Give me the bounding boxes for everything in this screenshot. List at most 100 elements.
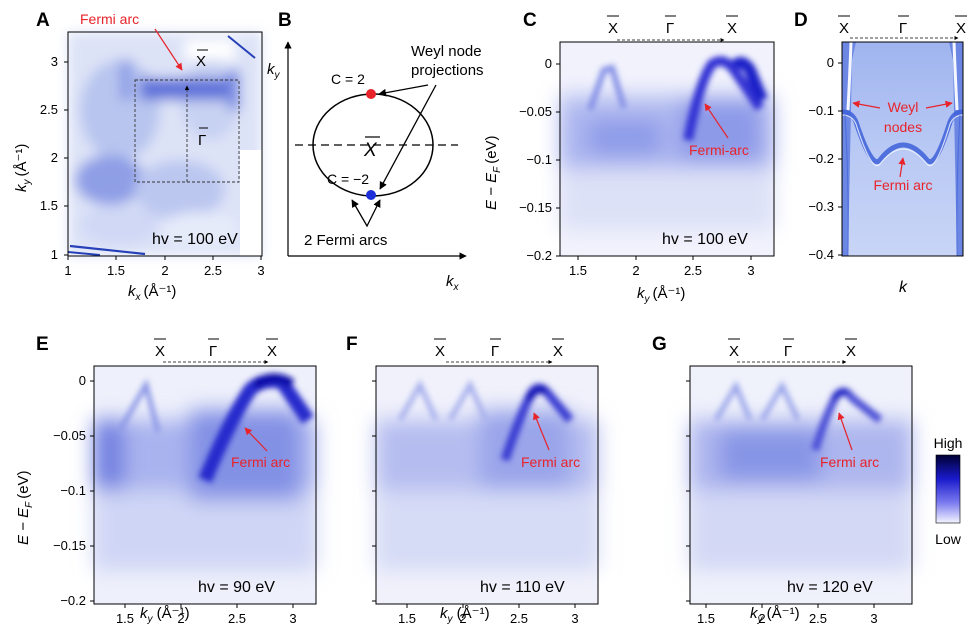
- panel-b-chern-negative: C = −2: [327, 171, 369, 187]
- panel-e-frame: [93, 365, 317, 605]
- panel-b-chern-positive: C = 2: [331, 71, 365, 87]
- panel-a-ytick: 2.5: [40, 102, 58, 117]
- panel-a-ytick: 1: [51, 247, 58, 262]
- panel-letter-d: D: [794, 10, 808, 31]
- panel-d-top-label: X: [956, 20, 966, 37]
- panel-c-xlabel: ky (Å⁻¹): [637, 285, 685, 305]
- panel-c-ytick: 0: [545, 56, 552, 71]
- panel-b-weyl-arrow-top: [378, 84, 429, 97]
- panel-c-ytick: −0.2: [526, 248, 552, 263]
- panel-e-ytick: −0.05: [53, 428, 86, 443]
- panel-d-xlabel: k: [899, 279, 908, 296]
- panel-letter-e: E: [36, 334, 49, 355]
- panel-a-ylabel: ky(Å⁻¹): [13, 144, 33, 192]
- panel-c: C X Γ X Fermi-arc: [483, 10, 775, 305]
- panel-a-xtick: 1.5: [107, 263, 125, 278]
- panel-b-weyl-node-negative: [366, 190, 376, 200]
- panel-c-ytick: −0.1: [526, 152, 552, 167]
- panel-a-fermi-arc-label: Fermi arc: [80, 11, 139, 27]
- panel-g-top-label: Γ: [784, 343, 792, 360]
- panel-e-fermi-arc-label: Fermi arc: [231, 454, 290, 470]
- panel-f-photon-energy: hv = 110 eV: [480, 579, 565, 596]
- panel-e: E X Γ X Fermi arc hv: [15, 334, 317, 626]
- panel-b-arcs-label: 2 Fermi arcs: [304, 232, 387, 249]
- panel-d-ytick: −0.2: [808, 151, 834, 166]
- panel-c-xtick: 2: [632, 263, 639, 278]
- panel-e-fermi-arc-arrow: [244, 427, 268, 452]
- panel-a-xtick: 3: [257, 263, 264, 278]
- panel-b-arcs-arrows: [351, 199, 381, 228]
- panel-f-xtick: 2.5: [510, 611, 528, 626]
- panel-g-xlabel-text: ky (Å⁻¹): [750, 605, 800, 625]
- panel-d-fermi-arc-label: Fermi arc: [873, 177, 932, 193]
- panel-e-xtick: 2.5: [228, 611, 246, 626]
- colorbar-low-label: Low: [935, 531, 962, 547]
- panel-e-ytick: −0.2: [60, 593, 86, 608]
- panel-g-photon-energy: hv = 120 eV: [787, 579, 873, 596]
- panel-letter-f: F: [346, 334, 358, 355]
- panel-c-top-label: X: [608, 20, 618, 37]
- panel-g-xtick: 1.5: [697, 611, 715, 626]
- panel-d-ytick: −0.4: [808, 247, 834, 262]
- panel-c-xtick: 1.5: [569, 263, 587, 278]
- panel-e-top-label: Γ: [209, 343, 217, 360]
- panel-a-fermi-arc-arrow: [154, 28, 183, 71]
- panel-a-xtick: 1: [64, 263, 71, 278]
- panel-c-fermi-arc-arrow: [704, 103, 729, 139]
- panel-d-ytick: −0.3: [808, 199, 834, 214]
- panel-g: G X Γ X Fermi arc hv: [652, 334, 913, 626]
- panel-f-xtick: 3: [571, 611, 578, 626]
- panel-e-xtick: 3: [289, 611, 296, 626]
- panel-e-spectrum: [94, 366, 316, 604]
- panel-c-photon-energy: hv = 100 eV: [662, 231, 748, 248]
- panel-d: D X Γ X Weyl nodes Fermi arc: [794, 10, 967, 296]
- panel-a-gamma-label: Γ: [198, 132, 206, 149]
- panel-c-spectrum: [560, 42, 774, 256]
- panel-a-ytick: 1.5: [40, 198, 58, 213]
- colorbar-high-label: High: [934, 435, 963, 451]
- panel-f-spectrum: [376, 366, 598, 604]
- panel-a-ytick: 2: [51, 150, 58, 165]
- panel-d-top-label: X: [839, 20, 849, 37]
- panel-e-ytick: 0: [79, 373, 86, 388]
- panel-e-ytick: −0.15: [53, 538, 86, 553]
- panel-d-weyl-label-line1: Weyl: [888, 99, 919, 115]
- panel-f-top-label: X: [435, 343, 445, 360]
- panel-d-calculation: [841, 41, 964, 257]
- panel-letter-g: G: [652, 334, 667, 355]
- panel-b-weyl-label-line2: projections: [411, 62, 484, 79]
- panel-c-ytick: −0.15: [519, 200, 552, 215]
- panel-e-photon-energy: hv = 90 eV: [198, 579, 275, 596]
- panel-c-frame: [559, 41, 775, 257]
- panel-a-xlabel: kx (Å⁻¹): [128, 283, 176, 303]
- panel-a-xbar-label: X: [196, 53, 206, 70]
- panel-g-fermi-arc-label: Fermi arc: [820, 454, 879, 470]
- panel-e-xtick: 2: [177, 611, 184, 626]
- panel-e-ytick: −0.1: [60, 483, 86, 498]
- panel-letter-a: A: [36, 10, 50, 31]
- panel-g-top-label: X: [729, 343, 739, 360]
- panel-g-top-label: X: [846, 343, 856, 360]
- panel-e-top-label: X: [267, 343, 277, 360]
- panel-a: A Fermi arc: [13, 10, 265, 303]
- panel-d-ytick: 0: [827, 55, 834, 70]
- panel-e-top-label: X: [155, 343, 165, 360]
- panel-f: F X Γ X Fermi arc hv: [346, 334, 599, 626]
- panel-a-map: [67, 32, 262, 256]
- panel-b-weyl-label-line1: Weyl node: [411, 43, 482, 60]
- panel-g-xtick: 2.5: [809, 611, 827, 626]
- panel-b-center-label: X: [363, 140, 378, 161]
- panel-c-top-label: X: [727, 20, 737, 37]
- panel-c-xtick: 3: [747, 263, 754, 278]
- panel-a-photon-energy: hv = 100 eV: [152, 231, 238, 248]
- panel-b-ky-label: ky: [267, 61, 281, 81]
- panel-g-frame: [689, 365, 913, 605]
- panel-d-weyl-arrow-right: [925, 100, 953, 109]
- panel-b-weyl-node-positive: [366, 89, 376, 99]
- panel-d-fermi-arc-arrow: [898, 157, 906, 178]
- panel-f-top-label: X: [553, 343, 563, 360]
- panel-f-frame: [375, 365, 599, 605]
- panel-g-xtick: 2: [758, 611, 765, 626]
- panel-c-fermi-arc-label: Fermi-arc: [689, 142, 749, 158]
- panel-g-xtick: 3: [870, 611, 877, 626]
